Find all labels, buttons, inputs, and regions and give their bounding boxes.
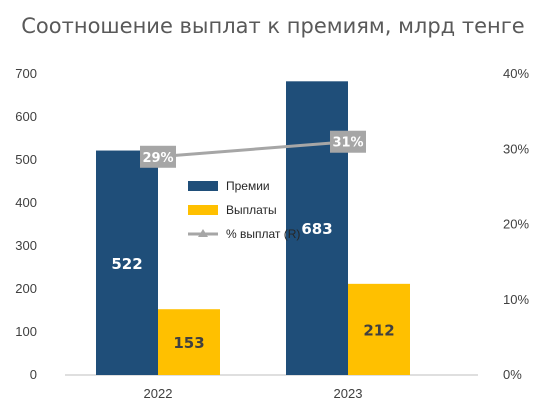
x-category-label: 2022 xyxy=(144,386,173,401)
y-tick-label: 500 xyxy=(15,152,37,167)
payout-ratio-marker xyxy=(330,130,366,153)
y-tick-label: 0 xyxy=(30,367,37,382)
payout-ratio-marker xyxy=(140,145,176,168)
bar-premiums xyxy=(286,81,348,375)
legend-label: % выплат (R) xyxy=(226,227,300,241)
bar-data-label: 212 xyxy=(363,321,394,339)
y2-tick-label: 40% xyxy=(503,66,529,81)
chart-title: Соотношение выплат к премиям, млрд тенге xyxy=(21,14,524,38)
payout-ratio-line xyxy=(157,140,349,159)
legend-swatch xyxy=(188,181,218,191)
y2-tick-label: 10% xyxy=(503,292,529,307)
y-tick-label: 100 xyxy=(15,324,37,339)
bar-data-label: 522 xyxy=(111,255,142,273)
legend-swatch xyxy=(188,205,218,215)
bar-payouts xyxy=(158,309,220,375)
y-tick-label: 300 xyxy=(15,238,37,253)
bar-payouts xyxy=(348,283,410,375)
legend-label: Премии xyxy=(226,179,270,193)
y2-tick-label: 0% xyxy=(503,367,522,382)
triangle-icon xyxy=(198,229,208,237)
legend: Премии Выплаты % выплат (R) xyxy=(188,179,300,241)
y2-tick-label: 30% xyxy=(503,141,529,156)
bar-data-label: 153 xyxy=(173,334,204,352)
y-tick-label: 600 xyxy=(15,109,37,124)
bar-data-label: 683 xyxy=(301,220,332,238)
x-category-label: 2023 xyxy=(334,386,363,401)
y-tick-label: 700 xyxy=(15,66,37,81)
payout-ratio-label: 31% xyxy=(332,136,363,151)
bar-premiums xyxy=(96,150,158,375)
payout-ratio-label: 29% xyxy=(142,151,173,166)
legend-label: Выплаты xyxy=(226,203,277,217)
y-tick-label: 400 xyxy=(15,195,37,210)
y-tick-label: 200 xyxy=(15,281,37,296)
y2-tick-label: 20% xyxy=(503,217,529,232)
